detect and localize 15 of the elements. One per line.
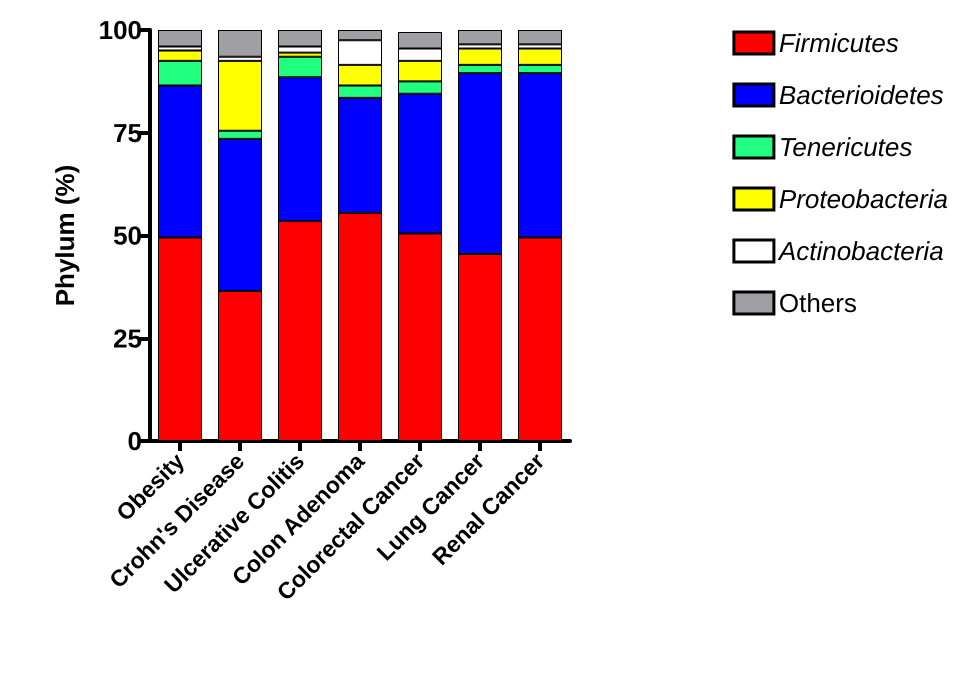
y-tick-label: 100 [98, 15, 142, 45]
bar [218, 30, 262, 57]
legend-label: Tenericutes [778, 132, 912, 162]
y-tick-label: 75 [113, 118, 142, 148]
legend-label: Bacterioidetes [778, 80, 944, 110]
legend-label: Firmicutes [778, 28, 899, 58]
bar [458, 30, 502, 44]
bar [158, 30, 202, 46]
legend-label: Proteobacteria [778, 184, 948, 214]
legend-label: Others [778, 288, 857, 318]
y-axis-title: Phylum (%) [50, 164, 80, 306]
y-tick-label: 50 [113, 220, 142, 250]
legend-label: Actinobacteria [776, 236, 944, 266]
y-tick-label: 25 [113, 323, 142, 354]
bar [518, 30, 562, 44]
